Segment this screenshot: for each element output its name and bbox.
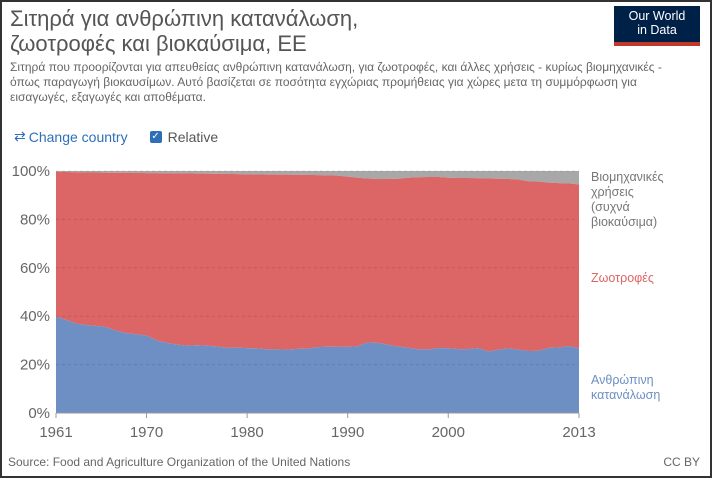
legend-feed[interactable]: Ζωοτροφές	[591, 271, 654, 286]
y-tick-label: 0%	[28, 405, 50, 422]
y-tick-label: 20%	[20, 357, 50, 374]
chart-title: Σιτηρά για ανθρώπινη κατανάλωση, ζωοτροφέ…	[10, 6, 590, 56]
title-line-1: Σιτηρά για ανθρώπινη κατανάλωση,	[10, 6, 359, 31]
x-tick-label: 1980	[230, 424, 263, 441]
y-tick-label: 80%	[20, 211, 50, 228]
area-feed	[56, 171, 579, 352]
legend-label-line: Βιομηχανικές	[591, 170, 664, 184]
controls: ⇄ Change country ✓ Relative	[14, 128, 218, 145]
x-tick-label: 2013	[562, 424, 595, 441]
chart-subtitle: Σιτηρά που προορίζονται για απευθείας αν…	[10, 60, 662, 104]
legend-label-line: κατανάλωση	[591, 388, 661, 402]
logo-line-1: Our World	[628, 9, 686, 23]
checkbox-checked-icon: ✓	[149, 130, 162, 143]
legend-human[interactable]: Ανθρώπινη κατανάλωση	[591, 373, 660, 403]
legend-industrial[interactable]: Βιομηχανικές χρήσεις (συχνά βιοκαύσιμα)	[591, 170, 664, 230]
logo-line-2: in Data	[637, 23, 677, 37]
y-tick-label: 100%	[12, 163, 50, 180]
swap-arrows-icon: ⇄	[14, 128, 26, 144]
change-country-label: Change country	[28, 128, 128, 145]
relative-checkbox[interactable]: ✓ Relative	[149, 128, 219, 145]
area-human	[56, 316, 579, 413]
legend-label-line: (συχνά	[591, 200, 630, 214]
x-tick-label: 1970	[130, 424, 163, 441]
change-country-button[interactable]: ⇄ Change country	[14, 128, 128, 145]
title-line-2: ζωοτροφές και βιοκαύσιμα, ΕΕ	[10, 31, 307, 56]
y-tick-label: 40%	[20, 308, 50, 325]
x-tick-label: 1961	[39, 424, 72, 441]
x-tick-label: 1990	[331, 424, 364, 441]
license-link[interactable]: CC BY	[663, 455, 700, 469]
relative-label: Relative	[167, 128, 219, 145]
legend-label-line: Ανθρώπινη	[591, 373, 654, 387]
legend-label-line: βιοκαύσιμα)	[591, 215, 658, 229]
y-tick-label: 60%	[20, 260, 50, 277]
owid-logo[interactable]: Our World in Data	[614, 6, 700, 46]
area-industrial	[56, 171, 579, 185]
source-note: Source: Food and Agriculture Organizatio…	[8, 455, 351, 469]
x-tick-label: 2000	[432, 424, 465, 441]
legend-label-line: Ζωοτροφές	[591, 271, 654, 285]
legend-label-line: χρήσεις	[591, 185, 634, 199]
stacked-area-chart: 0% 20% 40% 60% 80% 100% 1961 1970 1980 1990 2000 20…	[12, 163, 596, 441]
